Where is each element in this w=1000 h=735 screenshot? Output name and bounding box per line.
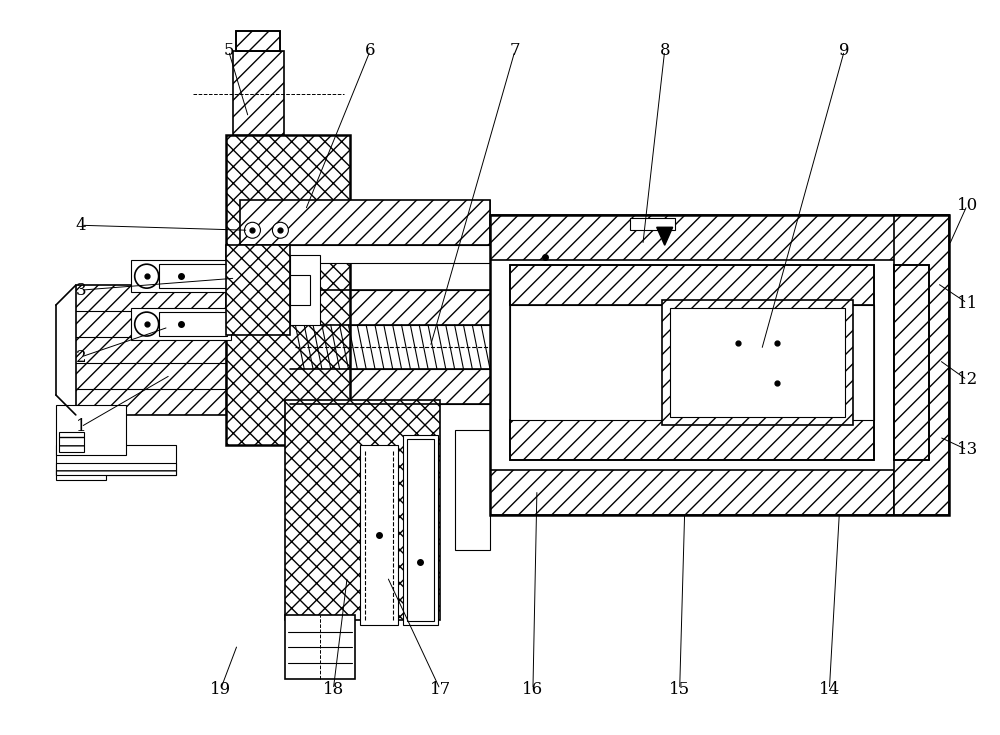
- Text: 4: 4: [75, 217, 86, 234]
- Bar: [131, 308, 231, 340]
- Bar: [510, 265, 874, 305]
- Bar: [76, 285, 226, 415]
- Bar: [407, 439, 434, 620]
- Text: 8: 8: [659, 42, 670, 59]
- Bar: [236, 31, 280, 51]
- Bar: [290, 275, 310, 305]
- Text: 19: 19: [210, 681, 231, 698]
- Bar: [56, 470, 106, 480]
- Bar: [233, 51, 284, 135]
- Bar: [240, 201, 490, 245]
- Bar: [894, 265, 929, 460]
- Bar: [510, 420, 874, 460]
- Bar: [670, 308, 845, 417]
- Circle shape: [272, 222, 288, 238]
- Text: 15: 15: [669, 681, 690, 698]
- Bar: [56, 463, 176, 475]
- Text: 11: 11: [956, 295, 978, 312]
- Bar: [360, 445, 398, 625]
- Bar: [455, 430, 490, 550]
- Text: 6: 6: [365, 42, 375, 59]
- Bar: [56, 445, 176, 475]
- Text: 10: 10: [956, 197, 978, 214]
- Text: 7: 7: [510, 42, 520, 59]
- Bar: [490, 215, 949, 260]
- Text: 12: 12: [956, 371, 978, 389]
- Text: 18: 18: [323, 681, 344, 698]
- Bar: [403, 435, 438, 625]
- Bar: [510, 265, 874, 460]
- Bar: [285, 400, 440, 620]
- Bar: [226, 135, 350, 445]
- Bar: [894, 215, 949, 514]
- Bar: [56, 405, 126, 455]
- Text: 13: 13: [956, 441, 978, 459]
- Text: 9: 9: [839, 42, 850, 59]
- Circle shape: [135, 264, 159, 288]
- Bar: [159, 312, 227, 336]
- Polygon shape: [657, 227, 673, 245]
- Bar: [290, 290, 490, 325]
- Bar: [226, 245, 290, 335]
- Bar: [490, 470, 894, 514]
- Bar: [894, 265, 929, 460]
- Text: 1: 1: [75, 418, 86, 435]
- Bar: [630, 218, 675, 230]
- Text: 17: 17: [429, 681, 451, 698]
- Text: 16: 16: [522, 681, 544, 698]
- Bar: [236, 31, 280, 51]
- Bar: [159, 264, 227, 288]
- Bar: [290, 369, 490, 404]
- Bar: [59, 432, 84, 452]
- Text: 2: 2: [75, 348, 86, 365]
- Text: 3: 3: [75, 282, 86, 298]
- Text: 14: 14: [819, 681, 840, 698]
- Bar: [662, 300, 853, 425]
- Bar: [131, 260, 231, 292]
- Bar: [510, 305, 874, 420]
- Text: 5: 5: [223, 42, 234, 59]
- Bar: [490, 215, 949, 514]
- Circle shape: [135, 312, 159, 336]
- Bar: [240, 245, 490, 263]
- Bar: [285, 614, 355, 679]
- Bar: [290, 255, 320, 325]
- Circle shape: [244, 222, 260, 238]
